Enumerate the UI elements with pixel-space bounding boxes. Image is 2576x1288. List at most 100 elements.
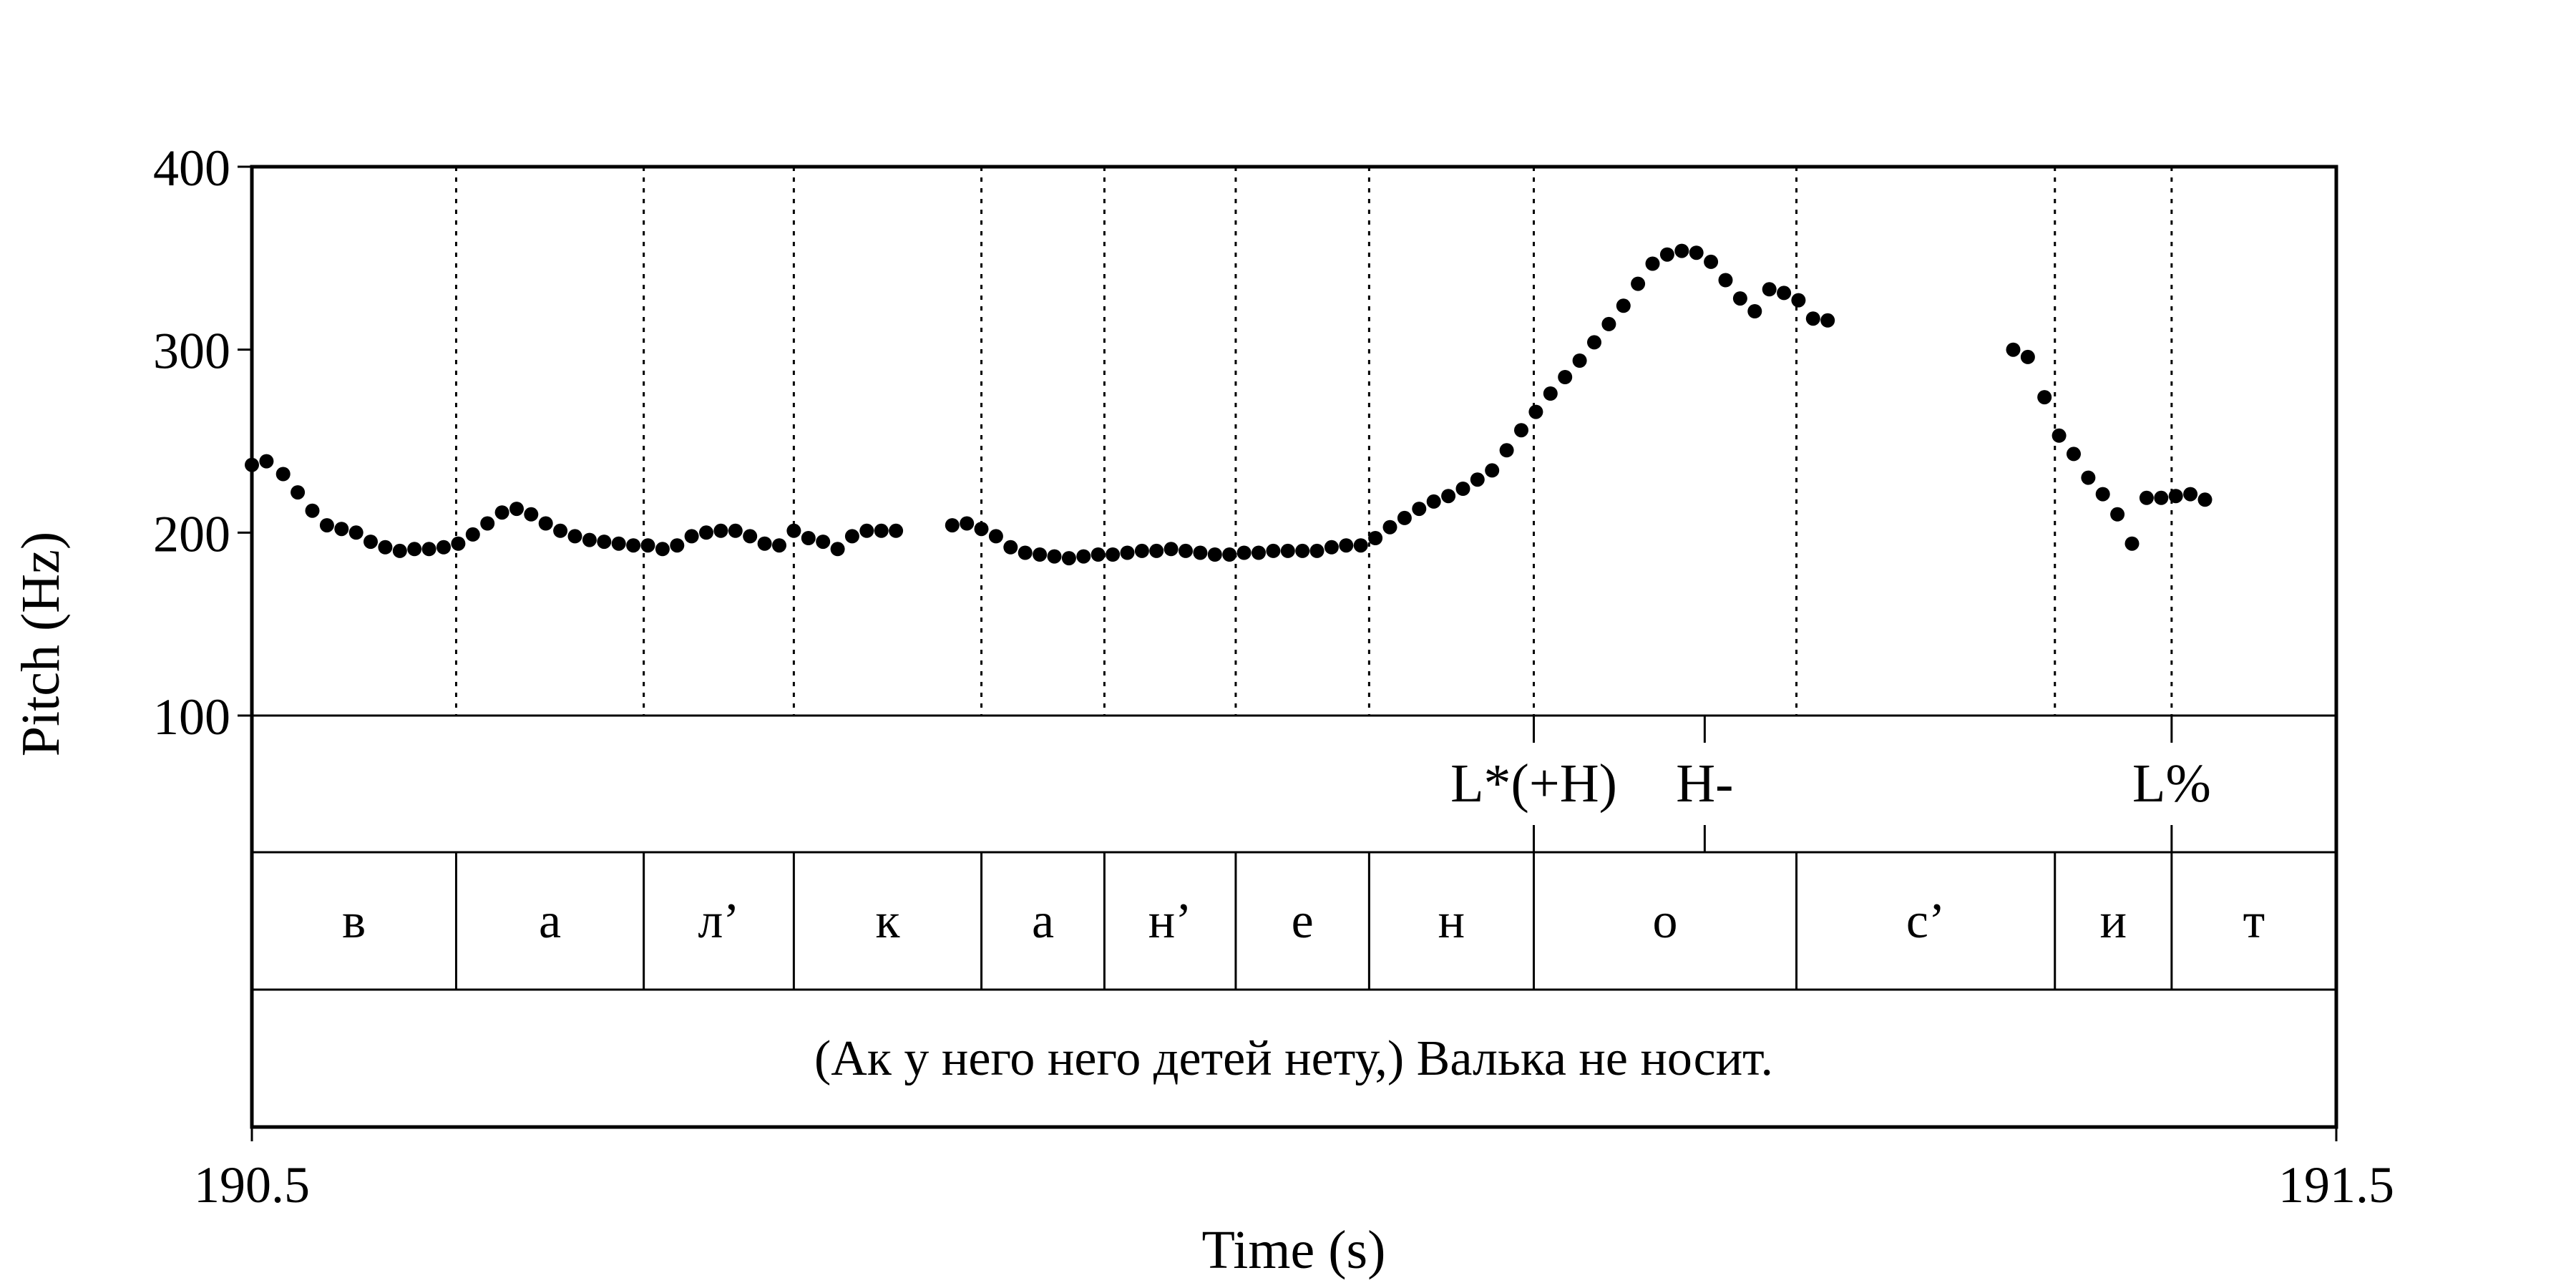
pitch-point <box>874 523 889 538</box>
pitch-point <box>1762 282 1777 297</box>
pitch-point <box>1266 543 1281 558</box>
pitch-point <box>319 518 334 533</box>
pitch-point <box>1033 547 1048 562</box>
pitch-point <box>582 532 597 547</box>
pitch-point <box>1149 543 1164 558</box>
pitch-point <box>2124 536 2140 551</box>
x-axis: 190.5 191.5 <box>194 1127 2394 1214</box>
pitch-point <box>1499 443 1514 458</box>
pitch-point <box>1382 519 1397 535</box>
pitch-point <box>2037 390 2052 405</box>
pitch-point <box>1747 304 1762 318</box>
pitch-point <box>421 542 436 557</box>
pitch-point <box>743 529 758 544</box>
pitch-point <box>567 529 582 544</box>
pitch-point <box>480 516 495 531</box>
pitch-point <box>1047 549 1062 564</box>
pitch-point <box>988 529 1003 544</box>
pitch-point <box>275 467 291 482</box>
pitch-point <box>713 523 728 538</box>
x-tick-label: 191.5 <box>2278 1156 2394 1214</box>
pitch-point <box>524 507 539 522</box>
pitch-point <box>2154 490 2169 505</box>
pitch-point <box>1106 547 1121 562</box>
pitch-point <box>757 536 772 551</box>
pitch-point <box>407 542 422 557</box>
pitch-point <box>1134 543 1149 558</box>
pitch-point <box>699 525 713 540</box>
tone-label: H- <box>1676 753 1733 814</box>
segment-label: е <box>1292 894 1314 949</box>
pitch-point <box>305 503 320 518</box>
y-axis: 100 200 300 400 <box>153 140 252 746</box>
plot-frame <box>250 165 2338 1129</box>
pitch-point <box>1485 463 1500 478</box>
pitch-point <box>1616 298 1631 313</box>
pitch-point <box>772 538 786 553</box>
boundary-guides <box>454 167 2173 716</box>
pitch-point <box>670 538 685 553</box>
tone-label: L*(+H) <box>1450 753 1617 814</box>
pitch-point <box>1704 254 1719 269</box>
pitch-point <box>1061 551 1076 566</box>
pitch-point <box>1645 256 1660 271</box>
pitch-point <box>553 523 568 538</box>
pitch-point <box>1631 276 1646 291</box>
pitch-point <box>2183 487 2198 502</box>
pitch-point <box>1368 531 1383 545</box>
pitch-point <box>1091 547 1106 562</box>
pitch-point <box>348 525 364 540</box>
pitch-point <box>2139 490 2154 505</box>
pitch-point <box>1295 543 1310 558</box>
pitch-point <box>801 531 816 545</box>
pitch-point <box>1412 502 1427 517</box>
segment-label: о <box>1653 894 1678 949</box>
segment-label: а <box>539 894 561 949</box>
pitch-point <box>1601 316 1616 331</box>
pitch-point <box>2020 349 2035 364</box>
pitch-point <box>1659 247 1674 262</box>
pitch-point <box>1339 538 1354 553</box>
pitch-point <box>1426 494 1441 509</box>
pitch-point <box>1120 545 1135 560</box>
pitch-point <box>1179 543 1193 558</box>
pitch-point <box>1207 547 1222 562</box>
pitch-point <box>2168 489 2183 504</box>
pitch-point <box>1397 510 1412 525</box>
pitch-point <box>1163 542 1179 557</box>
pitch-point <box>364 535 378 550</box>
pitch-point <box>1003 540 1018 555</box>
pitch-point <box>259 454 274 469</box>
pitch-point <box>1732 291 1747 306</box>
pitch-point <box>451 536 466 551</box>
pitch-point <box>1455 482 1470 496</box>
segment-label: т <box>2243 894 2265 949</box>
segment-label: к <box>875 894 900 949</box>
pitch-point <box>1309 543 1324 558</box>
pitch-point <box>1587 335 1601 350</box>
pitch-point <box>1543 386 1558 401</box>
pitch-point <box>1718 273 1733 288</box>
pitch-point <box>889 523 904 538</box>
segment-label: н’ <box>1148 894 1192 949</box>
pitch-point <box>1777 286 1792 301</box>
pitch-point <box>1689 245 1704 260</box>
pitch-point <box>974 522 989 537</box>
pitch-point <box>844 529 859 544</box>
pitch-point <box>611 536 626 551</box>
pitch-point <box>1514 423 1528 438</box>
pitch-point <box>509 502 524 517</box>
pitch-point <box>1236 545 1252 560</box>
pitch-point <box>1470 472 1485 487</box>
pitch-point <box>1805 311 1820 326</box>
pitch-point <box>2067 447 2081 462</box>
pitch-point <box>2197 492 2212 507</box>
pitch-points <box>245 243 2212 566</box>
pitch-point <box>1674 243 1689 258</box>
pitch-point <box>859 523 874 538</box>
pitch-point <box>960 516 975 531</box>
annotation-tiers: L*(+H) H- L% в а л’ к а н’ е н о с’ и т <box>342 716 2265 990</box>
pitch-point <box>2110 507 2125 522</box>
pitch-point <box>1528 404 1543 419</box>
